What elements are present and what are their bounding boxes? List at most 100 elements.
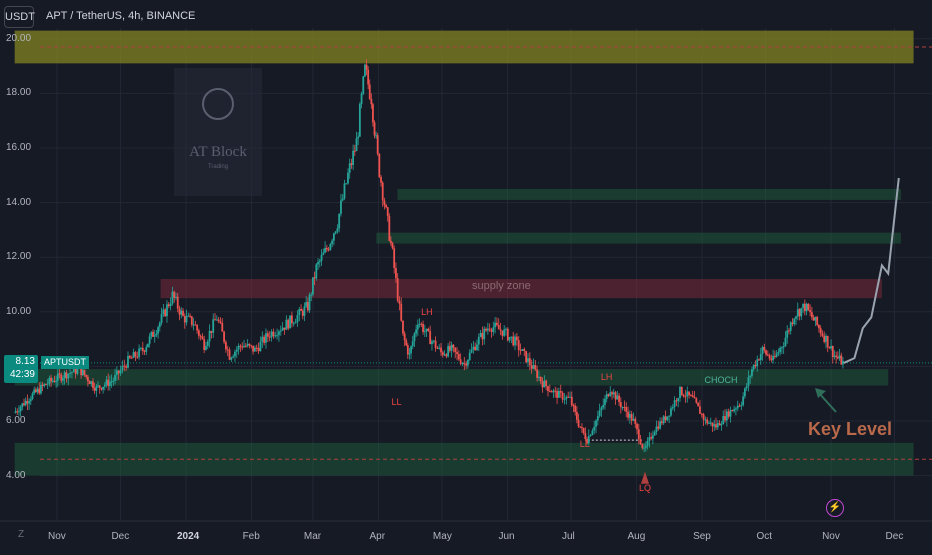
- candle-body: [239, 345, 242, 347]
- supply-zone: [160, 279, 882, 299]
- candle-body: [368, 84, 371, 99]
- candle-body: [644, 445, 647, 448]
- candle-body: [313, 277, 316, 279]
- candle-body: [51, 380, 54, 382]
- candle-body: [187, 315, 190, 317]
- watermark-sub: Trading: [207, 164, 229, 170]
- candle-body: [134, 352, 137, 357]
- candle-body: [100, 387, 103, 390]
- candle-body: [385, 205, 387, 208]
- candle-body: [761, 347, 764, 355]
- candle-body: [461, 363, 464, 365]
- candle-body: [534, 365, 537, 370]
- candle-body: [793, 318, 796, 324]
- candle-body: [840, 355, 843, 365]
- candle-body: [677, 398, 680, 402]
- price-tick: 12.00: [6, 251, 32, 263]
- candle-body: [539, 376, 542, 382]
- symbol-title[interactable]: APT / TetherUS, 4h, BINANCE: [46, 10, 196, 22]
- time-tick: Nov: [48, 531, 66, 542]
- candle-body: [130, 357, 133, 359]
- candle-body: [263, 336, 266, 343]
- candle-body: [169, 303, 172, 307]
- candle-body: [445, 354, 448, 357]
- candle-body: [598, 410, 601, 417]
- candle-body: [320, 254, 323, 261]
- candle-body: [784, 337, 787, 347]
- candle-body: [83, 369, 86, 375]
- candle-body: [693, 396, 696, 399]
- candle-body: [23, 403, 25, 406]
- candle-body: [630, 414, 633, 421]
- candle-body: [625, 407, 628, 412]
- candle-body: [175, 296, 177, 298]
- candle-body: [178, 308, 181, 315]
- candle-body: [69, 372, 71, 374]
- candle-body: [88, 381, 91, 384]
- candle-body: [308, 294, 311, 311]
- candle-body: [45, 384, 47, 386]
- time-tick: Dec: [885, 531, 904, 542]
- candle-body: [506, 328, 509, 341]
- candle-body: [519, 349, 522, 351]
- candle-body: [395, 267, 397, 279]
- candle-body: [86, 376, 89, 382]
- candle-body: [765, 350, 767, 355]
- candle-body: [673, 400, 676, 408]
- candle-body: [365, 64, 368, 70]
- candle-body: [779, 347, 782, 353]
- current-price-countdown: 42:39: [9, 369, 35, 380]
- price-tick: 6.00: [6, 415, 26, 426]
- price-tick: 16.00: [6, 142, 32, 153]
- candle-body: [828, 347, 831, 349]
- candle-body: [289, 315, 291, 329]
- candle-body: [607, 394, 610, 397]
- time-tick: Mar: [303, 531, 322, 542]
- z-icon[interactable]: Z: [18, 529, 25, 540]
- candle-body: [128, 355, 131, 358]
- candle-body: [353, 150, 356, 152]
- candle-body: [556, 391, 558, 398]
- candle-body: [192, 324, 195, 326]
- currency-badge[interactable]: USDT: [4, 6, 35, 28]
- candle-body: [456, 352, 458, 355]
- candle-body: [152, 331, 154, 337]
- candle-body: [646, 440, 649, 446]
- candle-body: [46, 383, 49, 385]
- candle-body: [628, 414, 631, 418]
- candle-body: [427, 328, 430, 332]
- time-tick: Aug: [627, 531, 646, 542]
- candle-body: [454, 347, 457, 353]
- candle-body: [391, 243, 394, 249]
- candle-body: [803, 303, 806, 312]
- candle-body: [623, 407, 626, 409]
- candle-body: [272, 331, 275, 337]
- candle-body: [751, 369, 753, 376]
- candle-body: [244, 345, 247, 347]
- candle-body: [345, 183, 348, 185]
- candle-body: [670, 408, 672, 416]
- candle-body: [490, 329, 493, 332]
- candle-body: [26, 400, 29, 404]
- candle-body: [836, 357, 839, 359]
- candle-body: [429, 331, 432, 345]
- candle-body: [367, 69, 370, 85]
- candle-body: [514, 336, 516, 346]
- candle-body: [201, 336, 204, 340]
- candle-body: [416, 324, 419, 330]
- candle-body: [650, 437, 653, 439]
- time-tick: May: [432, 531, 452, 542]
- candle-body: [831, 345, 834, 357]
- candle-body: [554, 390, 557, 392]
- candle-body: [199, 335, 202, 337]
- candle-body: [569, 396, 571, 398]
- candle-body: [425, 328, 428, 332]
- candle-body: [266, 333, 269, 337]
- candle-body: [499, 329, 502, 331]
- candle-body: [117, 370, 120, 374]
- candle-body: [488, 328, 491, 330]
- candle-body: [396, 278, 399, 301]
- watermark-logo: AT Block Trading: [174, 68, 262, 196]
- lightning-icon[interactable]: ⚡: [826, 499, 844, 517]
